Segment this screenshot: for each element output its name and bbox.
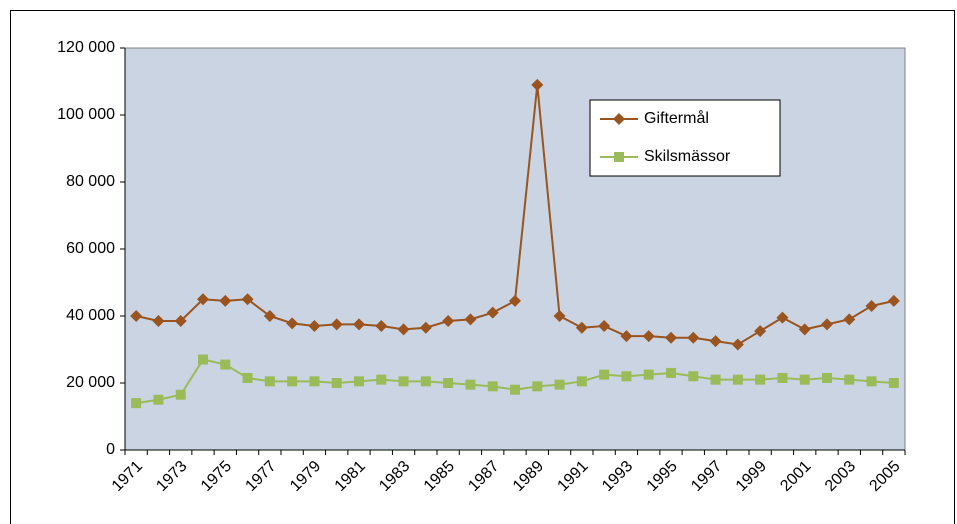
marker: [531, 78, 544, 91]
marker: [553, 310, 566, 322]
marker: [510, 384, 520, 395]
marker: [220, 359, 231, 370]
marker: [309, 376, 320, 387]
marker: [688, 371, 699, 382]
marker: [487, 381, 498, 392]
marker: [666, 367, 676, 378]
marker: [799, 374, 810, 385]
legend-label: Skilsmässor: [644, 148, 731, 165]
marker: [776, 311, 789, 324]
y-tick-label: 20 000: [66, 374, 115, 391]
marker: [197, 293, 209, 306]
legend-label: Giftermål: [644, 109, 709, 127]
marker: [153, 394, 164, 405]
marker: [397, 323, 410, 336]
marker: [887, 294, 900, 307]
marker: [866, 376, 877, 387]
marker: [331, 378, 342, 388]
y-tick-label: 120 000: [57, 39, 115, 56]
marker: [642, 330, 655, 343]
y-tick-label: 60 000: [66, 240, 115, 257]
marker: [131, 398, 142, 409]
marker: [754, 325, 767, 338]
marker: [175, 389, 186, 400]
marker: [598, 320, 611, 333]
marker: [354, 376, 364, 387]
marker: [443, 378, 454, 388]
marker: [798, 323, 811, 336]
marker: [198, 354, 208, 365]
marker: [263, 310, 276, 322]
marker: [821, 318, 833, 331]
marker: [709, 335, 722, 348]
marker: [375, 320, 388, 333]
marker: [755, 374, 766, 385]
y-tick-label: 80 000: [66, 173, 115, 190]
marker: [620, 330, 633, 343]
legend-marker: [614, 152, 624, 162]
marker: [732, 374, 743, 385]
marker: [844, 374, 855, 385]
marker: [286, 317, 299, 330]
marker: [687, 331, 700, 344]
marker: [152, 315, 165, 328]
marker: [554, 379, 565, 390]
marker: [219, 294, 232, 307]
marker: [464, 313, 477, 326]
marker: [621, 371, 632, 382]
marker: [532, 381, 543, 392]
y-tick-label: 40 000: [66, 307, 115, 324]
marker: [264, 376, 275, 387]
marker: [465, 379, 476, 390]
legend-marker: [613, 113, 625, 125]
marker: [843, 313, 856, 326]
marker: [241, 293, 254, 306]
marker: [599, 369, 610, 380]
marker: [287, 376, 298, 387]
marker: [710, 374, 721, 385]
marker: [486, 306, 499, 319]
marker: [509, 294, 521, 307]
marker: [398, 376, 409, 387]
marker: [130, 310, 143, 322]
marker: [419, 321, 432, 334]
marker: [576, 376, 587, 387]
marker: [888, 378, 899, 388]
marker: [242, 372, 253, 383]
marker: [442, 315, 455, 328]
marker: [777, 372, 788, 383]
marker: [308, 320, 321, 333]
marker: [865, 299, 878, 312]
marker: [174, 315, 187, 328]
y-tick-label: 0: [106, 441, 115, 458]
legend-box: [589, 99, 781, 177]
marker: [353, 318, 365, 331]
marker: [665, 331, 677, 344]
marker: [643, 369, 654, 380]
marker: [822, 372, 832, 383]
y-tick-label: 100 000: [57, 106, 115, 123]
marker: [376, 374, 387, 385]
marker: [420, 376, 431, 387]
marker: [330, 318, 343, 331]
marker: [575, 321, 588, 334]
marker: [731, 338, 744, 351]
